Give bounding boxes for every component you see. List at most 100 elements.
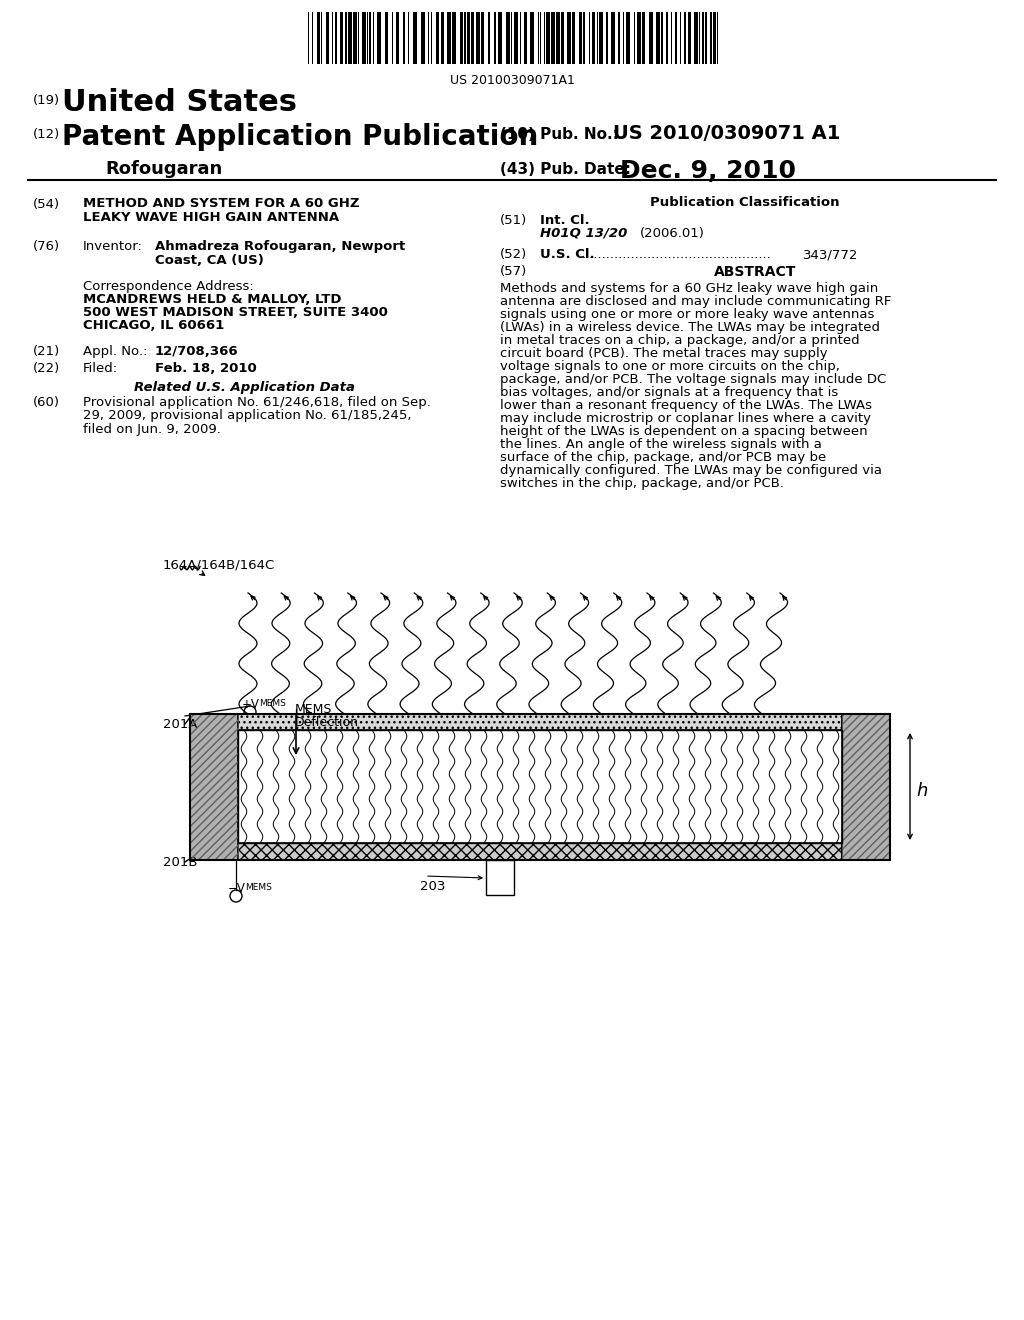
- Text: Provisional application No. 61/246,618, filed on Sep.: Provisional application No. 61/246,618, …: [83, 396, 431, 409]
- Bar: [238, 843, 842, 861]
- Text: MEMS: MEMS: [245, 883, 272, 892]
- Bar: [439, 12, 441, 63]
- Bar: [653, 12, 656, 63]
- Text: 164A/164B/164C: 164A/164B/164C: [163, 558, 275, 572]
- Bar: [467, 12, 470, 63]
- Text: package, and/or PCB. The voltage signals may include DC: package, and/or PCB. The voltage signals…: [500, 374, 886, 385]
- Bar: [564, 12, 567, 63]
- Bar: [359, 12, 362, 63]
- Bar: [514, 12, 518, 63]
- Bar: [348, 12, 352, 63]
- Bar: [672, 12, 675, 63]
- Bar: [512, 12, 514, 63]
- Bar: [663, 12, 666, 63]
- Text: Methods and systems for a 60 GHz leaky wave high gain: Methods and systems for a 60 GHz leaky w…: [500, 282, 879, 294]
- Bar: [498, 12, 502, 63]
- Bar: [518, 12, 520, 63]
- Text: United States: United States: [62, 88, 297, 117]
- Bar: [190, 714, 890, 861]
- Bar: [585, 12, 589, 63]
- Text: 500 WEST MADISON STREET, SUITE 3400: 500 WEST MADISON STREET, SUITE 3400: [83, 306, 388, 319]
- Bar: [190, 714, 238, 861]
- Bar: [675, 12, 677, 63]
- Text: (60): (60): [33, 396, 60, 409]
- Bar: [409, 12, 413, 63]
- Bar: [590, 12, 592, 63]
- Text: (54): (54): [33, 198, 60, 211]
- Bar: [413, 12, 417, 63]
- Bar: [326, 12, 329, 63]
- Text: switches in the chip, package, and/or PCB.: switches in the chip, package, and/or PC…: [500, 477, 784, 490]
- Text: U.S. Cl.: U.S. Cl.: [540, 248, 595, 261]
- Bar: [385, 12, 388, 63]
- Text: h: h: [916, 783, 928, 800]
- Bar: [502, 12, 506, 63]
- Text: (43) Pub. Date:: (43) Pub. Date:: [500, 162, 631, 177]
- Text: +V: +V: [242, 698, 260, 711]
- Bar: [691, 12, 694, 63]
- Bar: [684, 12, 686, 63]
- Text: (57): (57): [500, 265, 527, 279]
- Text: Correspondence Address:: Correspondence Address:: [83, 280, 254, 293]
- Bar: [541, 12, 544, 63]
- Bar: [399, 12, 403, 63]
- Bar: [681, 12, 684, 63]
- Bar: [436, 12, 439, 63]
- Bar: [546, 12, 550, 63]
- Text: Deflection: Deflection: [295, 715, 359, 729]
- Text: 29, 2009, provisional application No. 61/185,245,: 29, 2009, provisional application No. 61…: [83, 409, 412, 422]
- Text: Publication Classification: Publication Classification: [650, 195, 840, 209]
- Text: (51): (51): [500, 214, 527, 227]
- Bar: [579, 12, 582, 63]
- Text: (2006.01): (2006.01): [640, 227, 705, 240]
- Bar: [335, 12, 337, 63]
- Bar: [362, 12, 366, 63]
- Bar: [530, 12, 534, 63]
- Text: in metal traces on a chip, a package, and/or a printed: in metal traces on a chip, a package, an…: [500, 334, 859, 347]
- Bar: [606, 12, 608, 63]
- Text: −V: −V: [228, 882, 246, 895]
- Bar: [238, 730, 842, 843]
- Text: (22): (22): [33, 362, 60, 375]
- Bar: [369, 12, 371, 63]
- Bar: [618, 12, 620, 63]
- Bar: [388, 12, 392, 63]
- Text: ABSTRACT: ABSTRACT: [714, 265, 797, 279]
- Bar: [637, 12, 641, 63]
- Text: Patent Application Publication: Patent Application Publication: [62, 123, 539, 150]
- Bar: [429, 12, 431, 63]
- Bar: [345, 12, 347, 63]
- Bar: [710, 12, 712, 63]
- Text: Int. Cl.: Int. Cl.: [540, 214, 590, 227]
- Text: MEMS: MEMS: [295, 704, 333, 715]
- Bar: [524, 12, 527, 63]
- Text: Ahmadreza Rofougaran, Newport: Ahmadreza Rofougaran, Newport: [155, 240, 406, 253]
- Bar: [317, 12, 319, 63]
- Bar: [506, 12, 510, 63]
- Text: 201B: 201B: [163, 855, 198, 869]
- Bar: [343, 12, 345, 63]
- Text: Appl. No.:: Appl. No.:: [83, 345, 147, 358]
- Bar: [603, 12, 606, 63]
- Bar: [700, 12, 702, 63]
- Bar: [694, 12, 698, 63]
- Bar: [534, 12, 538, 63]
- Bar: [329, 12, 332, 63]
- Bar: [592, 12, 595, 63]
- Bar: [713, 12, 716, 63]
- Bar: [444, 12, 447, 63]
- Text: US 20100309071A1: US 20100309071A1: [450, 74, 574, 87]
- Text: ..............................................: ........................................…: [582, 248, 772, 261]
- Text: LEAKY WAVE HIGH GAIN ANTENNA: LEAKY WAVE HIGH GAIN ANTENNA: [83, 211, 339, 224]
- Bar: [322, 12, 326, 63]
- Bar: [452, 12, 456, 63]
- Bar: [337, 12, 340, 63]
- Bar: [707, 12, 710, 63]
- Bar: [677, 12, 680, 63]
- Text: the lines. An angle of the wireless signals with a: the lines. An angle of the wireless sign…: [500, 438, 822, 451]
- Text: (LWAs) in a wireless device. The LWAs may be integrated: (LWAs) in a wireless device. The LWAs ma…: [500, 321, 880, 334]
- Text: (21): (21): [33, 345, 60, 358]
- Text: H01Q 13/20: H01Q 13/20: [540, 227, 628, 240]
- Bar: [842, 714, 890, 861]
- Bar: [620, 12, 623, 63]
